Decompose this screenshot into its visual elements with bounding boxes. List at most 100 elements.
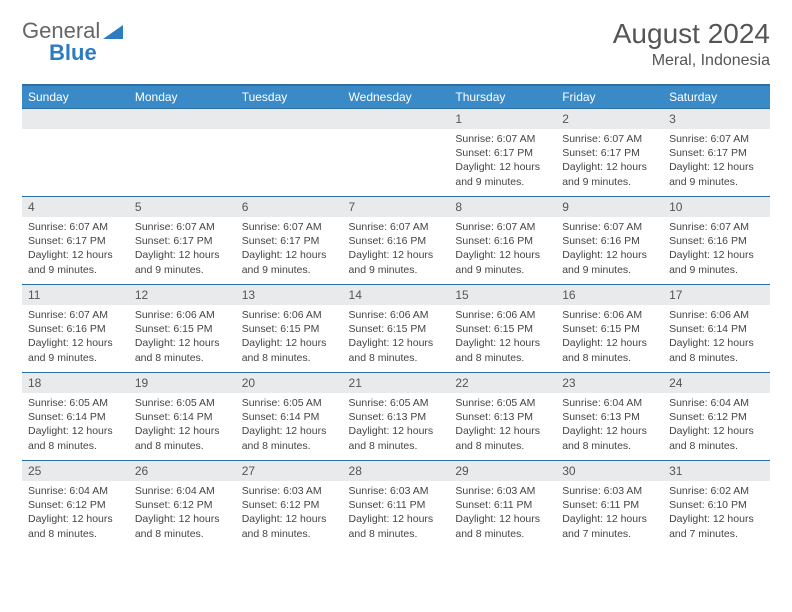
daylight-line: Daylight: 12 hours and 8 minutes.	[669, 424, 764, 452]
logo-word2: Blue	[49, 40, 97, 66]
sunset-line: Sunset: 6:14 PM	[135, 410, 230, 424]
calendar-cell: 4Sunrise: 6:07 AMSunset: 6:17 PMDaylight…	[22, 197, 129, 285]
day-data: Sunrise: 6:07 AMSunset: 6:17 PMDaylight:…	[236, 217, 343, 280]
calendar-cell: 1Sunrise: 6:07 AMSunset: 6:17 PMDaylight…	[449, 109, 556, 197]
sunset-line: Sunset: 6:17 PM	[242, 234, 337, 248]
day-number: 25	[22, 461, 129, 481]
calendar-cell: 3Sunrise: 6:07 AMSunset: 6:17 PMDaylight…	[663, 109, 770, 197]
daylight-line: Daylight: 12 hours and 8 minutes.	[349, 336, 444, 364]
sunset-line: Sunset: 6:17 PM	[669, 146, 764, 160]
sunset-line: Sunset: 6:14 PM	[242, 410, 337, 424]
day-data: Sunrise: 6:07 AMSunset: 6:17 PMDaylight:…	[663, 129, 770, 192]
day-number: 24	[663, 373, 770, 393]
sunrise-line: Sunrise: 6:05 AM	[135, 396, 230, 410]
day-data: Sunrise: 6:03 AMSunset: 6:11 PMDaylight:…	[343, 481, 450, 544]
calendar-cell	[22, 109, 129, 197]
daylight-line: Daylight: 12 hours and 7 minutes.	[669, 512, 764, 540]
calendar-cell	[343, 109, 450, 197]
day-data: Sunrise: 6:07 AMSunset: 6:17 PMDaylight:…	[449, 129, 556, 192]
sunrise-line: Sunrise: 6:06 AM	[669, 308, 764, 322]
day-data: Sunrise: 6:07 AMSunset: 6:16 PMDaylight:…	[343, 217, 450, 280]
sunrise-line: Sunrise: 6:06 AM	[349, 308, 444, 322]
day-data: Sunrise: 6:03 AMSunset: 6:11 PMDaylight:…	[556, 481, 663, 544]
day-data: Sunrise: 6:06 AMSunset: 6:15 PMDaylight:…	[236, 305, 343, 368]
sunrise-line: Sunrise: 6:05 AM	[455, 396, 550, 410]
sunrise-line: Sunrise: 6:04 AM	[135, 484, 230, 498]
day-data: Sunrise: 6:07 AMSunset: 6:16 PMDaylight:…	[22, 305, 129, 368]
day-number: 23	[556, 373, 663, 393]
day-data: Sunrise: 6:05 AMSunset: 6:13 PMDaylight:…	[449, 393, 556, 456]
day-number	[343, 109, 450, 129]
day-number: 17	[663, 285, 770, 305]
day-data: Sunrise: 6:04 AMSunset: 6:12 PMDaylight:…	[129, 481, 236, 544]
day-data	[236, 129, 343, 135]
calendar-cell: 28Sunrise: 6:03 AMSunset: 6:11 PMDayligh…	[343, 461, 450, 549]
daylight-line: Daylight: 12 hours and 9 minutes.	[669, 160, 764, 188]
daylight-line: Daylight: 12 hours and 8 minutes.	[562, 424, 657, 452]
calendar-cell: 6Sunrise: 6:07 AMSunset: 6:17 PMDaylight…	[236, 197, 343, 285]
calendar-cell	[129, 109, 236, 197]
day-data: Sunrise: 6:02 AMSunset: 6:10 PMDaylight:…	[663, 481, 770, 544]
sunrise-line: Sunrise: 6:06 AM	[455, 308, 550, 322]
calendar-cell: 21Sunrise: 6:05 AMSunset: 6:13 PMDayligh…	[343, 373, 450, 461]
sunset-line: Sunset: 6:13 PM	[349, 410, 444, 424]
calendar-row: 18Sunrise: 6:05 AMSunset: 6:14 PMDayligh…	[22, 373, 770, 461]
day-data: Sunrise: 6:05 AMSunset: 6:14 PMDaylight:…	[22, 393, 129, 456]
calendar-cell: 12Sunrise: 6:06 AMSunset: 6:15 PMDayligh…	[129, 285, 236, 373]
day-data: Sunrise: 6:06 AMSunset: 6:15 PMDaylight:…	[129, 305, 236, 368]
calendar-cell: 24Sunrise: 6:04 AMSunset: 6:12 PMDayligh…	[663, 373, 770, 461]
calendar-row: 4Sunrise: 6:07 AMSunset: 6:17 PMDaylight…	[22, 197, 770, 285]
day-data: Sunrise: 6:07 AMSunset: 6:17 PMDaylight:…	[22, 217, 129, 280]
calendar-cell	[236, 109, 343, 197]
day-number: 15	[449, 285, 556, 305]
day-number: 9	[556, 197, 663, 217]
calendar-cell: 14Sunrise: 6:06 AMSunset: 6:15 PMDayligh…	[343, 285, 450, 373]
sunset-line: Sunset: 6:13 PM	[562, 410, 657, 424]
calendar-row: 25Sunrise: 6:04 AMSunset: 6:12 PMDayligh…	[22, 461, 770, 549]
daylight-line: Daylight: 12 hours and 8 minutes.	[349, 512, 444, 540]
sunrise-line: Sunrise: 6:07 AM	[455, 220, 550, 234]
day-number: 10	[663, 197, 770, 217]
calendar-cell: 23Sunrise: 6:04 AMSunset: 6:13 PMDayligh…	[556, 373, 663, 461]
day-number	[236, 109, 343, 129]
day-data: Sunrise: 6:06 AMSunset: 6:14 PMDaylight:…	[663, 305, 770, 368]
day-number: 16	[556, 285, 663, 305]
day-number: 4	[22, 197, 129, 217]
calendar-row: 1Sunrise: 6:07 AMSunset: 6:17 PMDaylight…	[22, 109, 770, 197]
daylight-line: Daylight: 12 hours and 8 minutes.	[562, 336, 657, 364]
sunset-line: Sunset: 6:11 PM	[455, 498, 550, 512]
day-number: 5	[129, 197, 236, 217]
daylight-line: Daylight: 12 hours and 8 minutes.	[455, 424, 550, 452]
sunset-line: Sunset: 6:14 PM	[669, 322, 764, 336]
sunrise-line: Sunrise: 6:03 AM	[349, 484, 444, 498]
day-number: 28	[343, 461, 450, 481]
daylight-line: Daylight: 12 hours and 9 minutes.	[562, 248, 657, 276]
day-number	[22, 109, 129, 129]
daylight-line: Daylight: 12 hours and 8 minutes.	[242, 512, 337, 540]
sunrise-line: Sunrise: 6:07 AM	[455, 132, 550, 146]
day-number: 29	[449, 461, 556, 481]
day-number: 12	[129, 285, 236, 305]
calendar-cell: 18Sunrise: 6:05 AMSunset: 6:14 PMDayligh…	[22, 373, 129, 461]
daylight-line: Daylight: 12 hours and 8 minutes.	[28, 512, 123, 540]
day-data: Sunrise: 6:04 AMSunset: 6:12 PMDaylight:…	[22, 481, 129, 544]
day-header-row: Sunday Monday Tuesday Wednesday Thursday…	[22, 85, 770, 109]
day-data: Sunrise: 6:06 AMSunset: 6:15 PMDaylight:…	[556, 305, 663, 368]
daylight-line: Daylight: 12 hours and 9 minutes.	[28, 336, 123, 364]
calendar-cell: 26Sunrise: 6:04 AMSunset: 6:12 PMDayligh…	[129, 461, 236, 549]
day-data: Sunrise: 6:03 AMSunset: 6:12 PMDaylight:…	[236, 481, 343, 544]
calendar-cell: 22Sunrise: 6:05 AMSunset: 6:13 PMDayligh…	[449, 373, 556, 461]
logo-triangle-icon	[103, 23, 123, 39]
day-header: Wednesday	[343, 85, 450, 109]
calendar-cell: 20Sunrise: 6:05 AMSunset: 6:14 PMDayligh…	[236, 373, 343, 461]
calendar-cell: 15Sunrise: 6:06 AMSunset: 6:15 PMDayligh…	[449, 285, 556, 373]
sunrise-line: Sunrise: 6:07 AM	[28, 220, 123, 234]
day-number: 1	[449, 109, 556, 129]
sunset-line: Sunset: 6:11 PM	[562, 498, 657, 512]
sunset-line: Sunset: 6:12 PM	[28, 498, 123, 512]
day-data: Sunrise: 6:06 AMSunset: 6:15 PMDaylight:…	[449, 305, 556, 368]
sunrise-line: Sunrise: 6:02 AM	[669, 484, 764, 498]
sunset-line: Sunset: 6:16 PM	[669, 234, 764, 248]
sunrise-line: Sunrise: 6:06 AM	[562, 308, 657, 322]
calendar-table: Sunday Monday Tuesday Wednesday Thursday…	[22, 84, 770, 549]
